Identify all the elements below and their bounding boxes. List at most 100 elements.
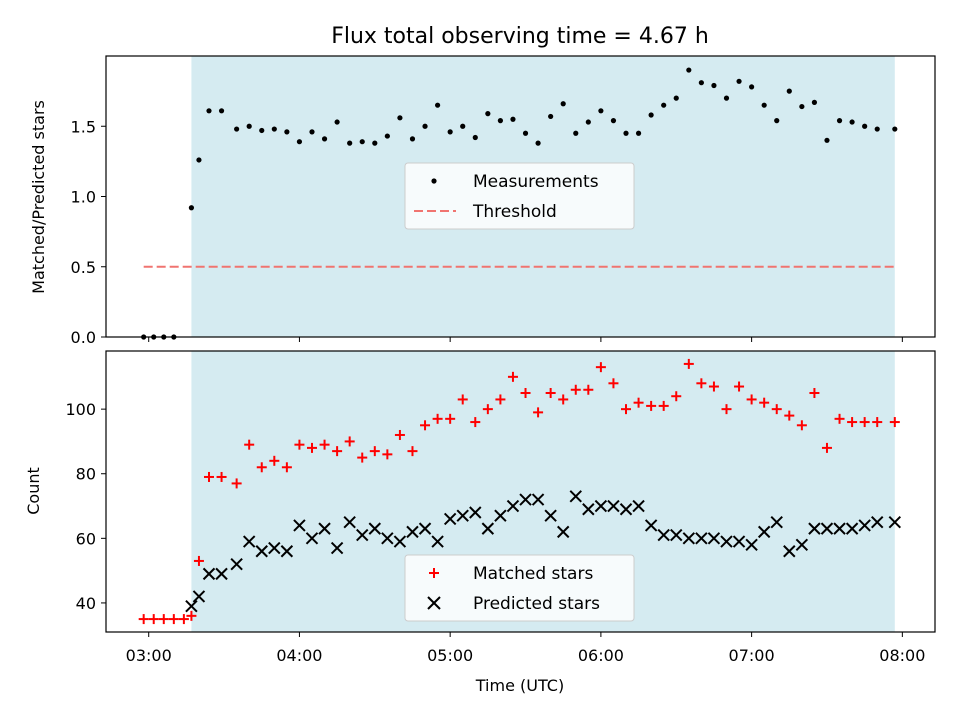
predicted-star-point	[431, 535, 444, 548]
predicted-star-point	[720, 535, 733, 548]
y-tick-label: 80	[76, 465, 96, 484]
matched-star-point	[306, 442, 317, 453]
predicted-star-point	[506, 499, 520, 513]
chart-title: Flux total observing time = 4.67 h	[331, 24, 709, 49]
measurement-point	[460, 123, 466, 129]
matched-star-point	[847, 417, 858, 428]
predicted-star-point	[770, 515, 783, 529]
predicted-star-point	[795, 538, 809, 552]
measurement-point	[736, 78, 742, 84]
legend-matched-marker	[429, 568, 439, 578]
predicted-star-point	[443, 512, 457, 526]
predicted-star-point	[343, 515, 356, 529]
measurement-point	[774, 118, 780, 124]
matched-star-point	[646, 400, 657, 411]
y-tick-label: 40	[76, 594, 96, 613]
predicted-star-point	[293, 519, 306, 532]
predicted-star-point	[255, 545, 268, 558]
measurement-point	[372, 140, 378, 146]
measurement-point	[673, 95, 679, 101]
measurement-point	[334, 119, 340, 125]
matched-star-point	[231, 478, 242, 489]
measurement-point	[836, 118, 843, 124]
measurement-point	[447, 129, 453, 135]
matched-star-point	[834, 413, 845, 424]
measurement-point	[661, 102, 667, 108]
matched-star-point	[520, 387, 531, 398]
measurement-point	[206, 108, 212, 114]
predicted-star-point	[318, 522, 331, 535]
measurement-point	[196, 157, 202, 163]
predicted-star-point	[556, 525, 570, 539]
predicted-star-point	[494, 509, 507, 522]
top-y-axis-label: Matched/Predicted stars	[29, 100, 48, 294]
measurement-point	[892, 126, 898, 132]
predicted-star-point	[632, 499, 645, 513]
legend-predicted-label: Predicted stars	[473, 594, 600, 614]
matched-star-point	[178, 614, 189, 625]
predicted-star-point	[745, 538, 758, 552]
matched-star-point	[658, 400, 669, 411]
measurement-point	[309, 129, 315, 135]
measurement-point	[749, 84, 755, 90]
measurement-point	[635, 130, 642, 136]
matched-star-point	[344, 436, 355, 447]
predicted-star-point	[657, 528, 670, 542]
predicted-star-point	[569, 490, 582, 503]
x-tick-label: 05:00	[427, 646, 473, 665]
measurement-point	[761, 102, 767, 108]
predicted-star-point	[594, 499, 608, 513]
legend-threshold-label: Threshold	[472, 202, 557, 222]
matched-star-point	[558, 394, 569, 405]
predicted-star-point	[619, 503, 633, 516]
top-x-ticks	[148, 337, 903, 342]
top-y-ticks: 0.0 0.5 1.0 1.5	[71, 117, 106, 347]
measurement-point	[623, 130, 629, 136]
matched-star-point	[784, 410, 795, 421]
measurement-point	[259, 127, 265, 134]
legend-matched-label: Matched stars	[473, 564, 593, 584]
predicted-star-point	[808, 522, 821, 535]
predicted-star-point	[888, 515, 902, 529]
y-tick-label: 1.0	[71, 188, 96, 207]
predicted-star-point	[682, 532, 696, 545]
matched-star-point	[470, 417, 481, 428]
predicted-star-point	[757, 525, 771, 539]
matched-star-point	[533, 407, 544, 418]
measurement-point	[472, 134, 478, 141]
measurement-point	[435, 102, 441, 108]
measurement-point	[824, 137, 830, 143]
matched-star-point	[193, 555, 204, 566]
predicted-star-point	[202, 567, 216, 581]
measurement-point	[485, 111, 491, 117]
predicted-star-point	[185, 599, 198, 613]
matched-star-point	[332, 446, 343, 457]
x-axis-label: Time (UTC)	[475, 676, 564, 695]
top-legend: Measurements Threshold	[404, 162, 635, 230]
predicted-star-point	[783, 545, 796, 558]
measurement-point	[497, 118, 504, 124]
matched-stars-points	[138, 358, 900, 625]
matched-star-point	[821, 442, 832, 453]
measurement-point	[849, 119, 855, 125]
measurement-point	[799, 103, 805, 110]
predicted-star-point	[230, 557, 243, 571]
predicted-star-point	[607, 499, 620, 513]
measurement-point	[284, 129, 290, 135]
measurement-point	[359, 139, 365, 145]
measurement-point	[218, 108, 225, 114]
measurement-point	[686, 67, 692, 73]
predicted-star-point	[356, 528, 369, 542]
measurement-point	[548, 113, 554, 120]
predicted-star-point	[381, 532, 394, 545]
predicted-star-point	[644, 519, 658, 532]
matched-star-point	[186, 610, 197, 621]
measurement-points	[141, 67, 898, 340]
predicted-star-point	[531, 493, 545, 506]
matched-star-point	[158, 614, 169, 625]
matched-star-point	[138, 614, 149, 625]
matched-star-point	[545, 387, 556, 398]
matched-star-point	[445, 413, 456, 424]
matched-star-point	[859, 417, 870, 428]
